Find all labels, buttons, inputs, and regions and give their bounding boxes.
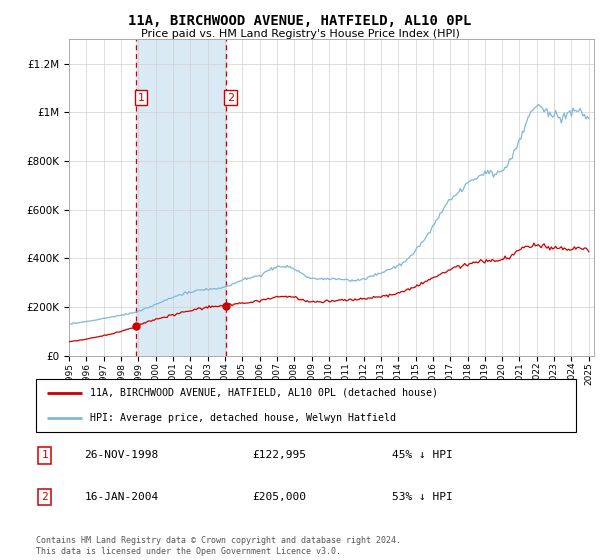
Text: 16-JAN-2004: 16-JAN-2004 [85,492,159,502]
Text: 45% ↓ HPI: 45% ↓ HPI [392,450,453,460]
FancyBboxPatch shape [36,379,576,432]
Text: £205,000: £205,000 [252,492,306,502]
Text: 11A, BIRCHWOOD AVENUE, HATFIELD, AL10 0PL (detached house): 11A, BIRCHWOOD AVENUE, HATFIELD, AL10 0P… [90,388,438,398]
Text: Price paid vs. HM Land Registry's House Price Index (HPI): Price paid vs. HM Land Registry's House … [140,29,460,39]
Text: £122,995: £122,995 [252,450,306,460]
Text: Contains HM Land Registry data © Crown copyright and database right 2024.
This d: Contains HM Land Registry data © Crown c… [36,536,401,556]
Text: 11A, BIRCHWOOD AVENUE, HATFIELD, AL10 0PL: 11A, BIRCHWOOD AVENUE, HATFIELD, AL10 0P… [128,14,472,28]
Text: 26-NOV-1998: 26-NOV-1998 [85,450,159,460]
Text: 1: 1 [41,450,48,460]
Text: 2: 2 [41,492,48,502]
Text: 53% ↓ HPI: 53% ↓ HPI [392,492,453,502]
Text: 2: 2 [227,92,234,102]
Text: 1: 1 [137,92,145,102]
Text: HPI: Average price, detached house, Welwyn Hatfield: HPI: Average price, detached house, Welw… [90,413,396,423]
Bar [136,39,226,356]
